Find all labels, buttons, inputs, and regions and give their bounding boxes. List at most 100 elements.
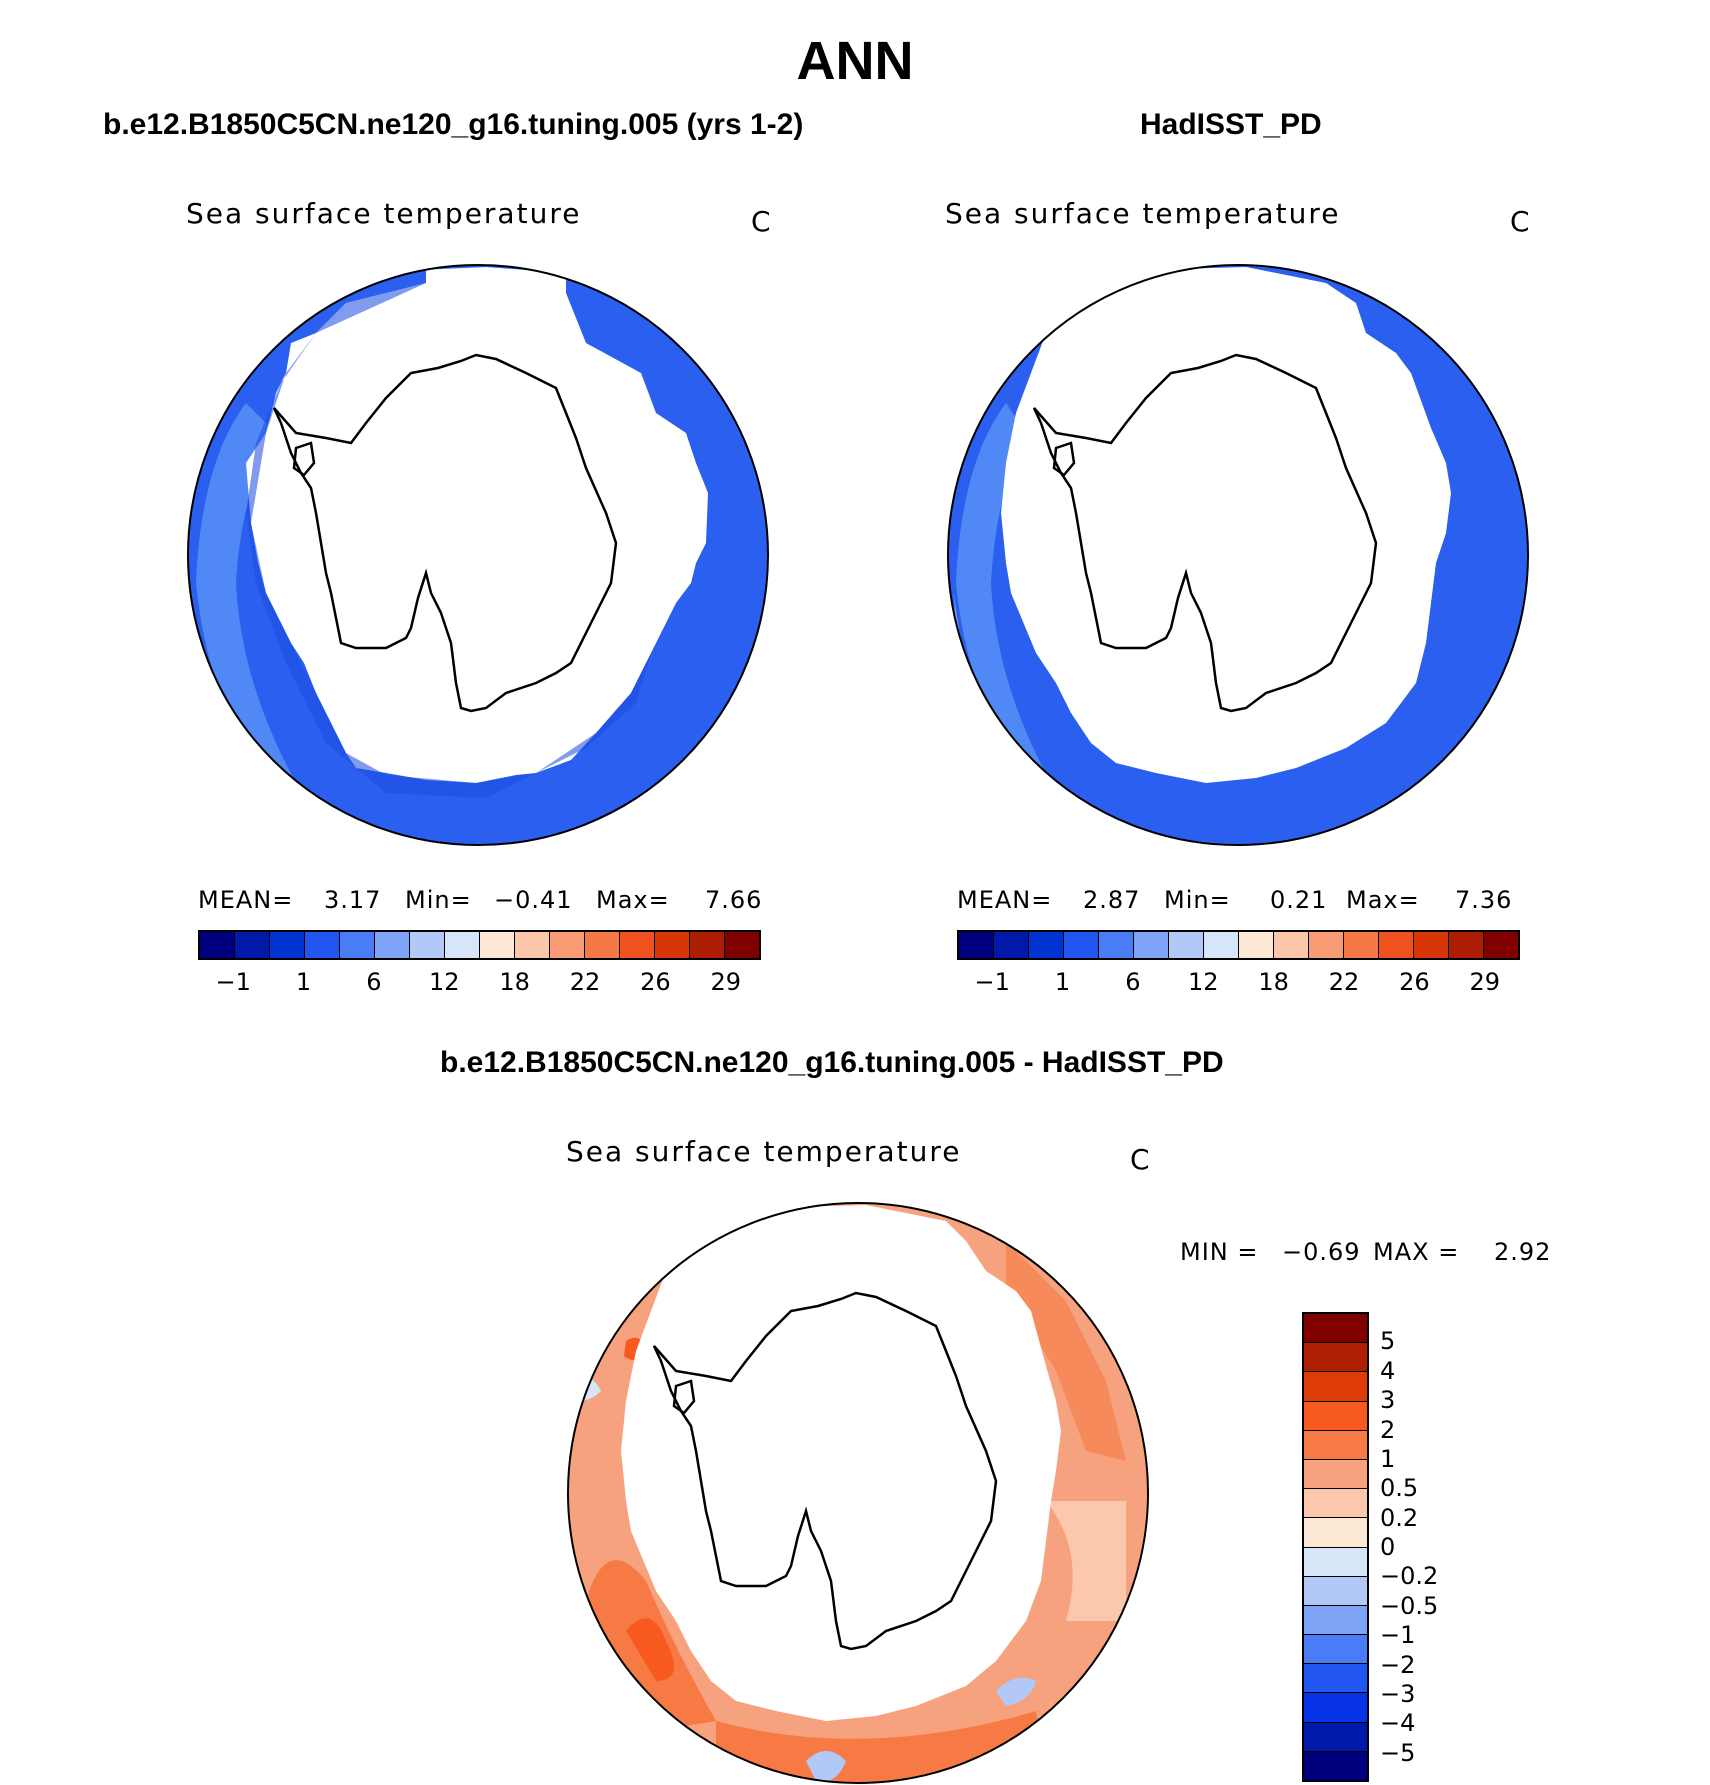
- model-colorbar-swatch: [480, 932, 515, 958]
- sea-ice-mask: [246, 267, 708, 783]
- obs-colorbar-swatch: [1309, 932, 1344, 958]
- figure-title: ANN: [796, 31, 914, 91]
- obs-colorbar-tick-label: 18: [1258, 968, 1289, 996]
- diff-colorbar-labels: 5 4 3 2 1 0.5 0.2 0 −0.2 −0.5 −1 −2 −3 −4 −5: [1380, 1312, 1480, 1782]
- model-colorbar-tick-label: 26: [640, 968, 671, 996]
- diff-colorbar-swatch: [1304, 1751, 1367, 1780]
- obs-colorbar-swatch: [1484, 932, 1518, 958]
- diff-colorbar-swatch: [1304, 1459, 1367, 1490]
- diff-colorbar-tick-label: −2: [1380, 1650, 1416, 1679]
- obs-colorbar-labels: −1 1 6 12 18 22 26 29: [957, 968, 1520, 998]
- model-units-label: C: [751, 205, 771, 238]
- model-colorbar-swatch: [235, 932, 270, 958]
- obs-colorbar-swatch: [959, 932, 994, 958]
- model-colorbar-tick-label: −1: [215, 968, 251, 996]
- diff-colorbar-tick-label: −1: [1380, 1621, 1416, 1650]
- obs-panel-title: HadISST_PD: [1140, 108, 1322, 141]
- obs-colorbar-swatch: [1064, 932, 1099, 958]
- sea-ice-mask: [621, 1205, 1061, 1721]
- obs-colorbar-swatch: [1134, 932, 1169, 958]
- obs-colorbar-tick-label: 12: [1188, 968, 1219, 996]
- antarctica-coastline: [652, 1291, 998, 1651]
- obs-colorbar-swatch: [1344, 932, 1379, 958]
- obs-colorbar-swatch: [1099, 932, 1134, 958]
- model-colorbar-tick-label: 12: [429, 968, 460, 996]
- diff-colorbar-tick-label: −5: [1380, 1738, 1416, 1767]
- diff-colorbar-swatch: [1304, 1693, 1367, 1723]
- model-colorbar-swatch: [655, 932, 690, 958]
- model-colorbar-tick-label: 29: [710, 968, 742, 996]
- model-colorbar-swatch: [725, 932, 759, 958]
- obs-colorbar-swatch: [1449, 932, 1484, 958]
- weak-anomaly: [1046, 1501, 1126, 1621]
- antarctica-coastline: [272, 353, 618, 713]
- model-colorbar-swatch: [410, 932, 445, 958]
- model-colorbar-swatch: [550, 932, 585, 958]
- obs-stats: MEAN= 2.87 Min= 0.21 Max= 7.36: [957, 886, 1513, 914]
- diff-colorbar-tick-label: −3: [1380, 1679, 1416, 1708]
- diff-colorbar-tick-label: 4: [1380, 1356, 1396, 1385]
- cold-anomaly: [996, 1677, 1036, 1706]
- diff-colorbar-swatch: [1304, 1722, 1367, 1752]
- cold-anomaly: [806, 1751, 846, 1782]
- obs-colorbar-swatch: [1274, 932, 1309, 958]
- model-colorbar-tick-label: 18: [499, 968, 530, 996]
- model-colorbar: [198, 930, 761, 960]
- diff-colorbar-swatch: [1304, 1372, 1367, 1402]
- model-colorbar-swatch: [620, 932, 655, 958]
- warm-anomaly: [1006, 1241, 1126, 1461]
- model-colorbar-swatch: [585, 932, 620, 958]
- diff-colorbar-swatch: [1304, 1547, 1367, 1577]
- diff-colorbar-tick-label: 5: [1380, 1327, 1396, 1356]
- map-border: [567, 1202, 1149, 1784]
- obs-colorbar-tick-label: 1: [1054, 968, 1071, 996]
- diff-colorbar: [1302, 1312, 1369, 1782]
- obs-colorbar-tick-label: −1: [974, 968, 1010, 996]
- model-colorbar-tick-label: 22: [569, 968, 601, 996]
- model-colorbar-swatch: [200, 932, 235, 958]
- obs-colorbar-tick-label: 22: [1328, 968, 1360, 996]
- diff-colorbar-tick-label: 0: [1380, 1533, 1396, 1561]
- diff-colorbar-swatch: [1304, 1401, 1367, 1431]
- diff-colorbar-swatch: [1304, 1664, 1367, 1694]
- model-colorbar-labels: −1 1 6 12 18 22 26 29: [198, 968, 761, 998]
- diff-colorbar-swatch: [1304, 1430, 1367, 1460]
- obs-colorbar-swatch: [1414, 932, 1449, 958]
- obs-variable-label: Sea surface temperature: [945, 197, 1341, 230]
- obs-units-label: C: [1510, 205, 1530, 238]
- diff-colorbar-swatch: [1304, 1576, 1367, 1606]
- model-colorbar-swatch: [445, 932, 480, 958]
- model-variable-label: Sea surface temperature: [186, 197, 582, 230]
- diff-colorbar-tick-label: 2: [1380, 1415, 1396, 1444]
- diff-colorbar-tick-label: 0.5: [1380, 1474, 1419, 1503]
- obs-colorbar-swatch: [1029, 932, 1064, 958]
- obs-colorbar-tick-label: 29: [1469, 968, 1501, 996]
- diff-units-label: C: [1130, 1143, 1150, 1176]
- warm-anomaly: [626, 1618, 674, 1681]
- map-border: [187, 264, 769, 846]
- obs-colorbar-swatch: [1239, 932, 1274, 958]
- obs-colorbar-tick-label: 26: [1399, 968, 1430, 996]
- diff-polar-map: [567, 1202, 1149, 1784]
- antarctica-coastline: [1032, 353, 1378, 713]
- diff-colorbar-tick-label: 0.2: [1380, 1503, 1419, 1532]
- model-colorbar-swatch: [690, 932, 725, 958]
- sea-ice-mask: [1001, 267, 1451, 783]
- obs-colorbar-swatch: [1169, 932, 1204, 958]
- model-colorbar-tick-label: 1: [295, 968, 312, 996]
- diff-colorbar-swatch: [1304, 1518, 1367, 1548]
- model-colorbar-swatch: [515, 932, 550, 958]
- model-polar-map: [187, 264, 769, 846]
- diff-colorbar-swatch: [1304, 1635, 1367, 1665]
- diff-colorbar-tick-label: −0.5: [1380, 1591, 1439, 1620]
- diff-colorbar-tick-label: −4: [1380, 1709, 1416, 1738]
- obs-colorbar-swatch: [994, 932, 1029, 958]
- diff-colorbar-swatch: [1304, 1314, 1367, 1344]
- obs-colorbar: [957, 930, 1520, 960]
- obs-polar-map: [947, 264, 1529, 846]
- model-colorbar-tick-label: 6: [366, 968, 382, 996]
- model-stats: MEAN= 3.17 Min= −0.41 Max= 7.66: [198, 886, 763, 914]
- diff-colorbar-swatch: [1304, 1605, 1367, 1636]
- model-panel-title: b.e12.B1850C5CN.ne120_g16.tuning.005 (yr…: [103, 108, 804, 141]
- diff-panel-title: b.e12.B1850C5CN.ne120_g16.tuning.005 - H…: [440, 1046, 1224, 1079]
